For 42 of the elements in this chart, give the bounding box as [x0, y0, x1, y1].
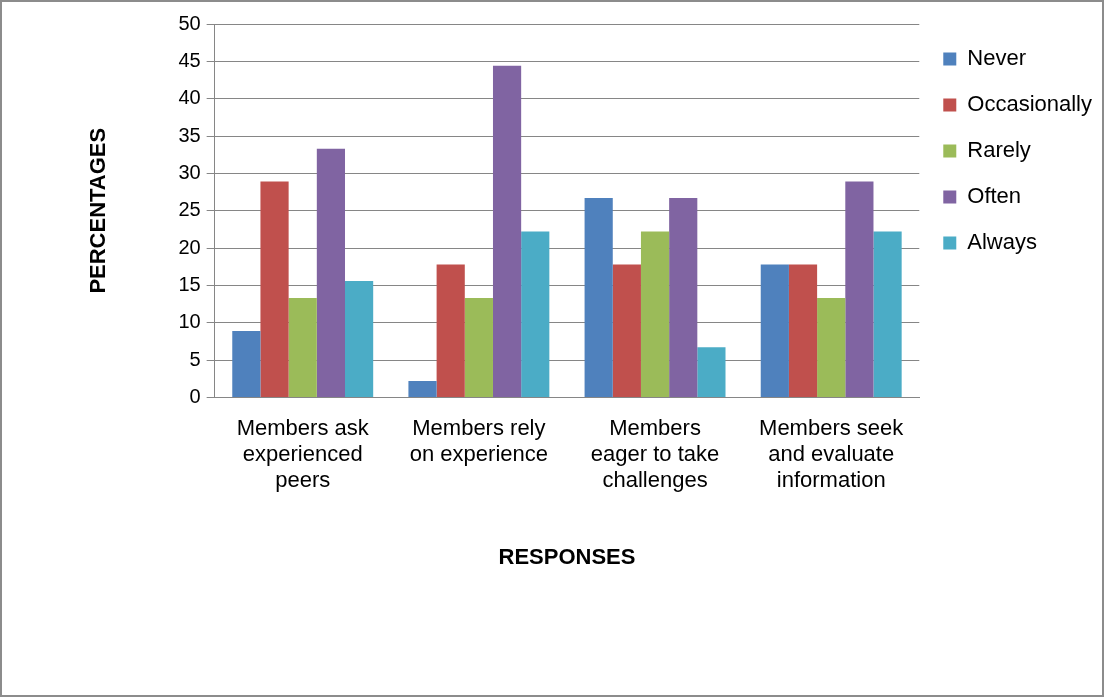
bar	[260, 181, 289, 397]
bar	[584, 198, 613, 397]
y-tick-label: 20	[178, 235, 201, 258]
bar	[464, 298, 493, 397]
y-tick-label: 40	[178, 86, 201, 109]
y-tick-label: 45	[178, 48, 201, 71]
bar	[316, 148, 345, 397]
bar	[845, 181, 874, 397]
x-tick-label: Members ask experienced peers	[236, 414, 370, 493]
x-tick-label: Members seek and evaluate information	[759, 414, 905, 493]
legend-label: Often	[967, 183, 1022, 209]
y-tick-label: 25	[178, 198, 201, 221]
y-tick-label: 0	[189, 384, 201, 407]
y-axis-title: PERCENTAGES	[85, 127, 111, 294]
y-tick-label: 50	[178, 11, 201, 34]
bar	[873, 231, 902, 397]
x-tick-label: Members rely on experience	[409, 414, 548, 467]
bar	[669, 198, 698, 397]
y-tick-label: 35	[178, 123, 201, 146]
y-tick-label: 30	[178, 160, 201, 183]
bar	[521, 231, 550, 397]
y-tick-label: 10	[178, 310, 201, 333]
bar	[612, 264, 641, 397]
bar	[817, 298, 846, 397]
bar	[788, 264, 818, 397]
bar	[492, 65, 522, 397]
bar	[760, 264, 789, 397]
bar	[288, 298, 317, 397]
legend-label: Never	[967, 45, 1026, 71]
bar	[640, 231, 670, 397]
bar	[436, 264, 465, 397]
legend-label: Rarely	[967, 137, 1031, 163]
bar	[232, 330, 261, 397]
x-tick-label: Members eager to take challenges	[590, 414, 720, 493]
bar	[345, 280, 374, 397]
legend-label: Occasionally	[967, 91, 1092, 117]
y-tick-label: 5	[189, 347, 201, 370]
legend-label: Always	[967, 229, 1037, 255]
x-axis-title: RESPONSES	[498, 543, 636, 569]
bar	[697, 347, 726, 397]
bar	[408, 380, 437, 397]
y-tick-label: 15	[178, 272, 201, 295]
